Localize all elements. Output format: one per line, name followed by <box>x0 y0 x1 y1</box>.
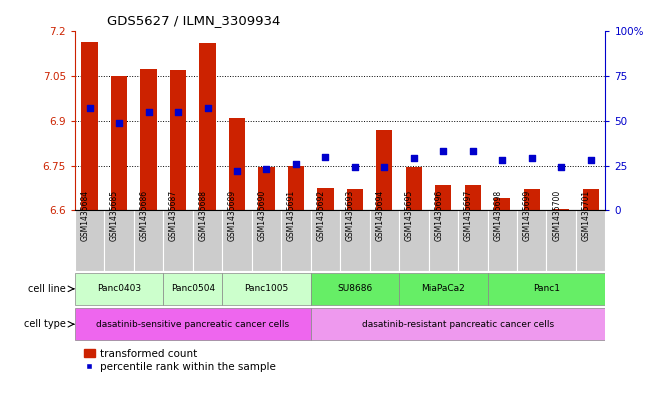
Bar <box>222 273 311 305</box>
Bar <box>317 188 333 210</box>
Point <box>527 155 537 162</box>
Bar <box>258 167 275 210</box>
Bar <box>553 209 570 210</box>
Text: GSM1435694: GSM1435694 <box>376 189 384 241</box>
Bar <box>288 165 304 210</box>
Bar <box>523 189 540 210</box>
Bar <box>465 185 481 210</box>
Text: GSM1435688: GSM1435688 <box>199 190 208 241</box>
Bar <box>229 118 245 210</box>
Text: GSM1435692: GSM1435692 <box>316 189 326 241</box>
Text: GDS5627 / ILMN_3309934: GDS5627 / ILMN_3309934 <box>107 15 281 28</box>
Bar <box>494 198 510 210</box>
Text: GSM1435684: GSM1435684 <box>81 189 90 241</box>
Text: dasatinib-sensitive pancreatic cancer cells: dasatinib-sensitive pancreatic cancer ce… <box>96 320 289 329</box>
Bar <box>75 308 311 340</box>
Text: Panc1: Panc1 <box>533 285 560 293</box>
Text: GSM1435689: GSM1435689 <box>228 189 237 241</box>
Point <box>320 154 331 160</box>
Bar <box>370 210 399 271</box>
Bar <box>583 189 599 210</box>
Text: GSM1435690: GSM1435690 <box>257 189 266 241</box>
Text: GSM1435701: GSM1435701 <box>582 189 590 241</box>
Bar <box>252 210 281 271</box>
Bar <box>399 210 428 271</box>
Bar <box>546 210 576 271</box>
Bar <box>340 210 370 271</box>
Bar <box>163 273 222 305</box>
Text: GSM1435699: GSM1435699 <box>523 189 532 241</box>
Bar <box>458 210 488 271</box>
Point <box>467 148 478 154</box>
Bar <box>81 42 98 210</box>
Text: GSM1435698: GSM1435698 <box>493 189 503 241</box>
Legend: transformed count, percentile rank within the sample: transformed count, percentile rank withi… <box>80 345 280 376</box>
Text: GSM1435691: GSM1435691 <box>287 189 296 241</box>
Bar <box>163 210 193 271</box>
Text: GSM1435696: GSM1435696 <box>434 189 443 241</box>
Bar <box>436 185 451 210</box>
Point <box>350 164 360 171</box>
Bar <box>376 130 393 210</box>
Bar <box>222 210 252 271</box>
Bar <box>281 210 311 271</box>
Bar <box>75 273 163 305</box>
Bar <box>311 210 340 271</box>
Bar <box>170 70 186 210</box>
Point <box>202 105 213 112</box>
Point <box>291 161 301 167</box>
Bar <box>406 167 422 210</box>
Text: GSM1435697: GSM1435697 <box>464 189 473 241</box>
Point <box>556 164 566 171</box>
Text: GSM1435685: GSM1435685 <box>110 189 119 241</box>
Bar <box>134 210 163 271</box>
Bar <box>428 210 458 271</box>
Point <box>497 157 508 163</box>
Text: Panc0504: Panc0504 <box>171 285 215 293</box>
Bar <box>488 210 517 271</box>
Text: cell type: cell type <box>24 319 66 329</box>
Bar <box>141 69 157 210</box>
Point <box>409 155 419 162</box>
Text: MiaPaCa2: MiaPaCa2 <box>421 285 465 293</box>
Text: GSM1435693: GSM1435693 <box>346 189 355 241</box>
Bar <box>311 273 399 305</box>
Bar <box>347 189 363 210</box>
Point <box>438 148 449 154</box>
Bar <box>111 76 127 210</box>
Point <box>173 109 183 115</box>
Bar <box>311 308 605 340</box>
Bar <box>517 210 546 271</box>
Bar <box>576 210 605 271</box>
Text: dasatinib-resistant pancreatic cancer cells: dasatinib-resistant pancreatic cancer ce… <box>362 320 554 329</box>
Text: GSM1435686: GSM1435686 <box>139 189 148 241</box>
Text: GSM1435700: GSM1435700 <box>552 189 561 241</box>
Point <box>114 119 124 126</box>
Point <box>379 164 389 171</box>
Text: Panc1005: Panc1005 <box>244 285 288 293</box>
Bar <box>199 43 215 210</box>
Bar <box>488 273 605 305</box>
Text: SU8686: SU8686 <box>337 285 372 293</box>
Point <box>585 157 596 163</box>
Text: GSM1435695: GSM1435695 <box>405 189 414 241</box>
Point <box>85 105 95 112</box>
Bar <box>75 210 104 271</box>
Point <box>143 109 154 115</box>
Text: Panc0403: Panc0403 <box>97 285 141 293</box>
Bar <box>104 210 134 271</box>
Text: GSM1435687: GSM1435687 <box>169 189 178 241</box>
Text: cell line: cell line <box>28 284 66 294</box>
Bar <box>399 273 488 305</box>
Bar <box>193 210 222 271</box>
Point <box>261 166 271 172</box>
Point <box>232 168 242 174</box>
